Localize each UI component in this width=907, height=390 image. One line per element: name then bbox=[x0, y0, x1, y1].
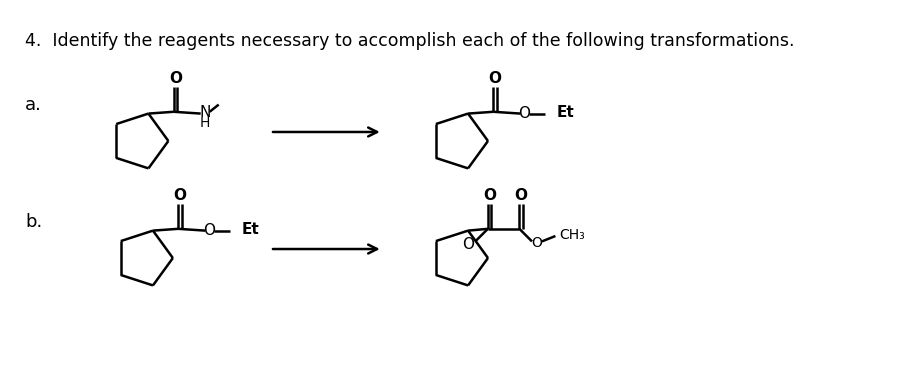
Text: O: O bbox=[514, 188, 528, 203]
Text: N: N bbox=[200, 105, 210, 120]
Text: CH₃: CH₃ bbox=[559, 228, 585, 242]
Text: O: O bbox=[483, 188, 496, 203]
Text: O: O bbox=[489, 71, 502, 86]
Text: Et: Et bbox=[556, 105, 574, 120]
Text: O: O bbox=[203, 223, 215, 238]
Text: O: O bbox=[173, 188, 187, 203]
Text: O: O bbox=[169, 71, 182, 86]
Text: Et: Et bbox=[241, 222, 258, 237]
Text: 4.  Identify the reagents necessary to accomplish each of the following transfor: 4. Identify the reagents necessary to ac… bbox=[25, 32, 795, 50]
Text: O: O bbox=[462, 237, 474, 252]
Text: O: O bbox=[518, 106, 530, 121]
Text: H: H bbox=[200, 117, 210, 131]
Text: O: O bbox=[532, 236, 542, 250]
Text: b.: b. bbox=[25, 213, 43, 231]
Text: a.: a. bbox=[25, 96, 42, 114]
